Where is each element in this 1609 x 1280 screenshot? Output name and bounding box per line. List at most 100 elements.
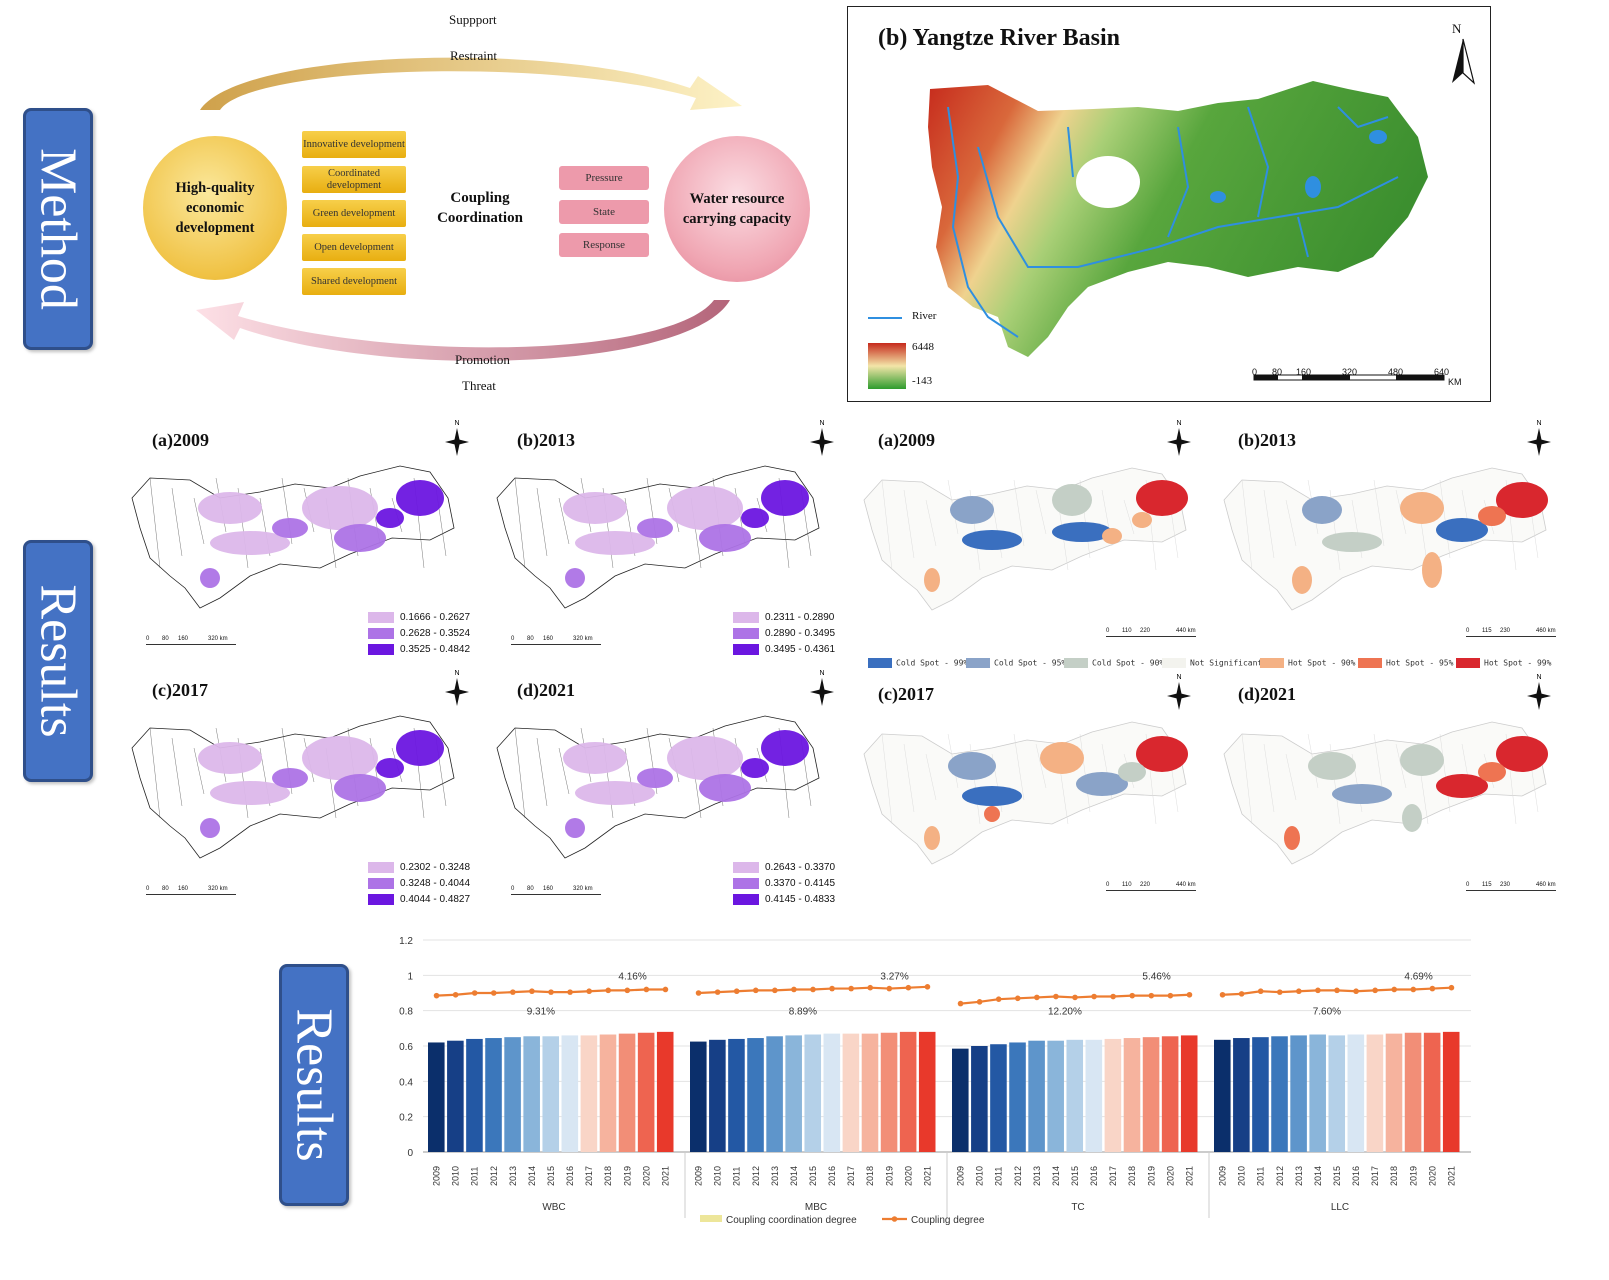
coupling-point <box>752 987 759 994</box>
region-fill <box>1322 532 1382 552</box>
legend-label: 0.4145 - 0.4833 <box>765 894 836 906</box>
region-fill <box>396 730 444 766</box>
coupling-growth-label: 4.69% <box>1404 971 1432 982</box>
region-fill <box>1496 482 1548 518</box>
coupling-point <box>1334 987 1340 994</box>
x-tick-label: 2017 <box>1108 1166 1118 1186</box>
x-tick-label: 2011 <box>470 1167 480 1186</box>
x-tick-label: 2017 <box>1370 1166 1380 1186</box>
coordination-bar <box>952 1048 969 1152</box>
region-fill <box>272 518 308 538</box>
legend-label: 0.3248 - 0.4044 <box>400 878 471 890</box>
coupling-point <box>695 990 702 996</box>
cycle-arrows <box>196 57 742 361</box>
elevation-min-label: -143 <box>912 375 933 387</box>
coupling-point <box>810 986 816 993</box>
x-tick-label: 2011 <box>732 1167 742 1186</box>
x-tick-label: 2009 <box>432 1166 442 1186</box>
coordination-bar <box>804 1034 822 1152</box>
coordination-bar <box>1328 1035 1346 1152</box>
purple-legend-item: 0.3248 - 0.4044 <box>368 878 470 889</box>
legend-label: 0.3525 - 0.4842 <box>400 644 471 656</box>
dimension-green: Green development <box>302 200 406 227</box>
legend-label: 0.2643 - 0.3370 <box>765 862 836 874</box>
legend-swatch <box>733 628 759 639</box>
region-fill <box>962 530 1022 550</box>
x-tick-label: 2016 <box>1089 1166 1099 1186</box>
coordination-bar <box>504 1037 521 1152</box>
x-tick-label: 2015 <box>808 1166 818 1186</box>
coordination-bar <box>918 1031 936 1152</box>
coordination-bar <box>1309 1034 1326 1152</box>
north-arrow-icon: N <box>810 670 834 706</box>
coordination-bar <box>1085 1039 1103 1152</box>
coupling-point <box>1091 993 1097 1000</box>
region-fill <box>637 768 673 788</box>
coordination-bar <box>1047 1040 1064 1152</box>
purple-legend-item: 0.2311 - 0.2890 <box>733 612 834 623</box>
coupling-point <box>1257 988 1264 995</box>
x-tick-label: 2010 <box>451 1166 461 1186</box>
legend-swatch <box>733 612 759 623</box>
purple-scale-bar: 0 80 160 320 km <box>146 886 236 895</box>
purple-scale-bar: 0 80 160 320 km <box>511 886 601 895</box>
legend-swatch <box>1064 658 1088 668</box>
dimension-innovative: Innovative development <box>302 131 406 158</box>
hotspot-scale-bar: 0 110 220 440 km <box>1106 882 1196 891</box>
purple-legend-item: 0.3370 - 0.4145 <box>733 878 835 889</box>
x-tick-label: 2012 <box>489 1166 499 1186</box>
region-fill <box>1052 522 1112 542</box>
x-tick-label: 2021 <box>922 1166 932 1186</box>
coordination-bar <box>880 1032 898 1152</box>
coupling-point <box>490 990 497 996</box>
region-fill <box>761 730 809 766</box>
coordination-bar <box>618 1033 636 1152</box>
north-arrow-icon: N <box>1167 420 1191 456</box>
region-fill <box>741 508 769 528</box>
coordination-bar <box>842 1033 860 1152</box>
legend-label: 0.3495 - 0.4361 <box>765 644 836 656</box>
coupling-point <box>976 999 983 1005</box>
svg-text:N: N <box>819 420 824 427</box>
coordination-bar <box>656 1031 674 1152</box>
coordination-bar <box>1347 1034 1365 1152</box>
legend-swatch <box>868 658 892 668</box>
coordination-bar <box>728 1038 745 1152</box>
x-tick-label: 2020 <box>641 1166 651 1186</box>
coupling-chart: 0 0.2 0.4 0.6 0.8 1 1.2 2009 2010 2011 2012 2013 201… <box>399 936 1471 1226</box>
method-tab: Method <box>23 108 93 350</box>
region-fill <box>272 768 308 788</box>
x-tick-label: 2015 <box>1070 1166 1080 1186</box>
coupling-point <box>1219 991 1226 998</box>
hotspot-legend-item: Hot Spot - 90% <box>1260 658 1355 668</box>
region-fill <box>1436 518 1488 542</box>
x-tick-label: 2014 <box>527 1166 537 1186</box>
region-fill <box>667 486 743 530</box>
basin-scale-bar <box>1253 374 1445 381</box>
coupling-point <box>1372 987 1378 994</box>
y-tick-label: 0.8 <box>399 1007 413 1018</box>
x-tick-label: 2017 <box>584 1166 594 1186</box>
coordination-bar <box>1142 1037 1160 1152</box>
coordination-bar <box>990 1044 1007 1152</box>
legend-label: Hot Spot - 95% <box>1386 658 1454 668</box>
purple-legend-item: 0.3495 - 0.4361 <box>733 644 835 655</box>
region-fill <box>200 818 220 838</box>
psr-pressure: Pressure <box>559 166 649 190</box>
coupling-growth-label: 3.27% <box>880 971 908 982</box>
x-tick-label: 2019 <box>884 1166 894 1186</box>
x-tick-label: 2016 <box>827 1166 837 1186</box>
legend-label: 0.4044 - 0.4827 <box>400 894 471 906</box>
region-fill <box>1118 762 1146 782</box>
region-fill <box>1292 566 1312 594</box>
region-fill <box>1402 804 1422 832</box>
x-tick-label: 2012 <box>1275 1166 1285 1186</box>
coupling-point <box>605 987 612 994</box>
dimension-open: Open development <box>302 234 406 261</box>
hotspot-legend-item: Not Significant <box>1162 658 1262 668</box>
region-fill <box>1302 496 1342 524</box>
coupling-point <box>1429 985 1436 992</box>
coordination-bar <box>580 1035 598 1152</box>
region-fill <box>376 758 404 778</box>
coupling-point <box>924 984 931 990</box>
